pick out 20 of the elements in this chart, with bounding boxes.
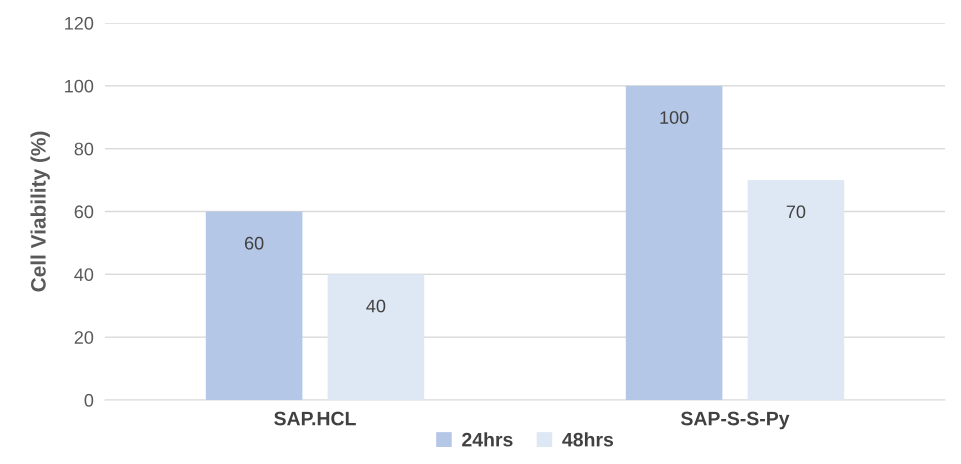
legend-label: 24hrs <box>462 432 513 447</box>
legend-label: 48hrs <box>562 432 614 447</box>
data-label: 60 <box>244 236 264 250</box>
bar <box>748 180 844 400</box>
x-tick-label: SAP-S-S-Py <box>680 412 790 430</box>
y-tick-label: 20 <box>74 331 94 344</box>
y-tick-label: 120 <box>65 16 94 30</box>
data-label: 40 <box>366 300 386 312</box>
y-tick-label: 40 <box>74 268 94 282</box>
y-tick-label: 0 <box>84 394 94 407</box>
bar <box>626 86 722 400</box>
data-label: 70 <box>786 205 806 218</box>
bar <box>206 212 302 400</box>
y-tick-label: 100 <box>65 80 94 93</box>
y-tick-label: 60 <box>74 205 94 218</box>
y-axis-title: Cell Viability (%) <box>30 132 50 292</box>
x-tick-label: SAP.HCL <box>274 412 356 426</box>
bar <box>328 274 424 400</box>
data-label: 100 <box>660 111 688 124</box>
y-tick-label: 80 <box>74 142 94 156</box>
